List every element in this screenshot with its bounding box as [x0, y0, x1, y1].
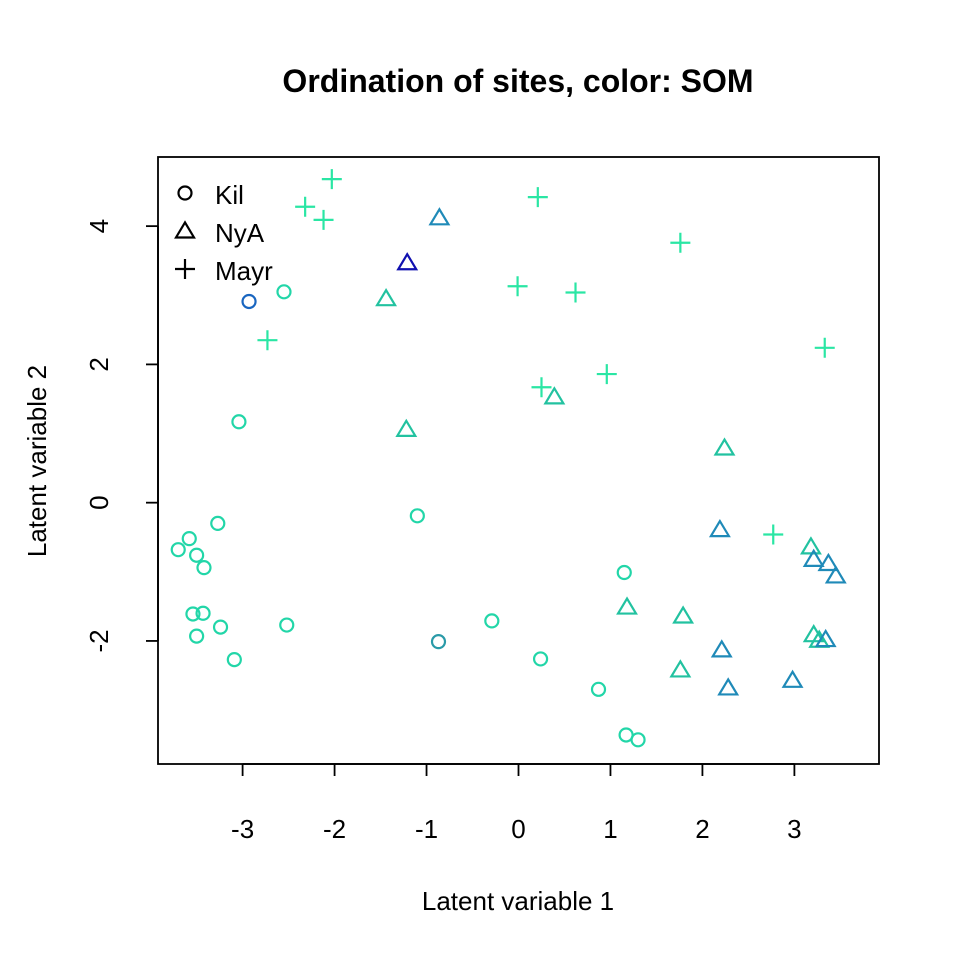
point-nya	[814, 628, 837, 648]
point-nya	[817, 552, 840, 572]
point-mayr	[527, 187, 548, 208]
y-tick-label: 2	[84, 357, 114, 371]
y-axis: -2 0 2 4	[84, 219, 159, 653]
point-nya	[672, 605, 695, 624]
legend-label: NyA	[215, 218, 265, 248]
series-kil	[170, 284, 646, 748]
point-kil	[616, 564, 632, 581]
y-tick-label: 0	[84, 495, 114, 509]
point-kil	[409, 508, 425, 524]
y-tick-label: -2	[84, 629, 114, 652]
point-kil	[195, 605, 211, 621]
point-nya	[713, 437, 736, 456]
point-mayr	[507, 276, 528, 297]
y-tick-label: 4	[84, 219, 114, 233]
point-kil	[279, 617, 295, 633]
point-kil	[170, 542, 186, 558]
point-kil	[241, 293, 257, 310]
point-kil	[430, 634, 447, 650]
point-nya	[708, 518, 731, 538]
point-nya	[802, 548, 825, 567]
point-nya	[395, 418, 418, 437]
legend-marker-mayr	[175, 259, 195, 279]
point-mayr	[313, 209, 334, 230]
x-axis: -3 -2 -1 0 1 2 3	[231, 763, 802, 844]
point-nya	[375, 288, 398, 307]
y-axis-label: Latent variable 2	[22, 365, 52, 557]
legend-label: Mayr	[215, 256, 273, 286]
point-nya	[710, 639, 733, 658]
point-nya	[543, 386, 566, 405]
point-nya	[616, 596, 638, 615]
point-kil	[276, 284, 292, 300]
point-mayr	[321, 169, 342, 190]
x-tick-label: 2	[695, 814, 709, 844]
legend-item-kil: Kil	[177, 180, 244, 210]
point-kil	[189, 628, 205, 644]
series-nya	[375, 207, 847, 696]
point-nya	[717, 677, 740, 696]
point-nya	[800, 536, 822, 555]
point-kil	[484, 613, 500, 629]
point-mayr	[814, 337, 835, 358]
point-nya	[396, 252, 419, 271]
legend-item-nya: NyA	[174, 218, 265, 248]
point-mayr	[531, 377, 552, 398]
point-kil	[189, 547, 205, 563]
point-mayr	[565, 282, 586, 303]
series-mayr	[257, 169, 835, 545]
x-axis-label: Latent variable 1	[422, 886, 614, 916]
point-nya	[428, 207, 451, 226]
x-tick-label: 0	[511, 814, 525, 844]
point-nya	[824, 565, 847, 584]
legend: Kil NyA Mayr	[174, 180, 273, 286]
legend-marker-kil	[177, 185, 193, 201]
point-mayr	[596, 364, 617, 385]
point-nya	[781, 669, 804, 688]
x-tick-label: -3	[231, 814, 254, 844]
point-nya	[669, 659, 692, 678]
point-mayr	[763, 524, 784, 545]
legend-item-mayr: Mayr	[175, 256, 273, 286]
data-points	[170, 169, 847, 748]
point-kil	[212, 619, 229, 635]
plot-frame	[157, 156, 880, 765]
x-tick-label: -2	[323, 814, 346, 844]
point-kil	[185, 606, 201, 622]
point-kil	[226, 652, 242, 668]
point-kil	[532, 651, 549, 667]
x-tick-label: 3	[787, 814, 801, 844]
chart-title: Ordination of sites, color: SOM	[282, 63, 753, 99]
point-kil	[590, 681, 607, 697]
x-tick-label: -1	[415, 814, 438, 844]
point-mayr	[670, 232, 691, 253]
point-kil	[231, 414, 247, 430]
legend-marker-nya	[174, 220, 196, 239]
point-mayr	[257, 330, 278, 351]
point-kil	[196, 560, 212, 576]
x-tick-label: 1	[603, 814, 617, 844]
point-mayr	[295, 196, 316, 217]
point-kil	[181, 531, 197, 547]
point-kil	[630, 732, 646, 748]
legend-label: Kil	[215, 180, 244, 210]
point-kil	[210, 515, 226, 532]
